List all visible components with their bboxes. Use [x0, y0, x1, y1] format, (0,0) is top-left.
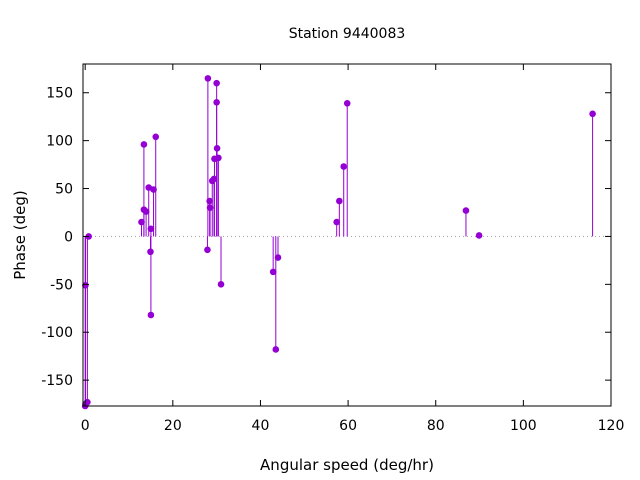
y-tick-label: 0 [64, 229, 73, 245]
data-point [206, 204, 214, 211]
y-axis-ticks: 150 100 50 0 -50 -100 -150 [41, 86, 611, 389]
data-point [213, 99, 220, 106]
data-point [269, 268, 277, 276]
x-tick-label: 100 [510, 418, 537, 434]
y-tick-label: -100 [41, 325, 73, 341]
x-tick-label: 0 [81, 418, 90, 434]
y-tick-label: -50 [50, 277, 73, 293]
y-tick-label: 50 [55, 182, 73, 198]
plot-frame [82, 63, 612, 407]
data-point [204, 246, 211, 254]
chart-title: Station 9440083 [289, 26, 406, 42]
data-point [215, 154, 222, 162]
y-tick-label: -150 [41, 373, 73, 389]
data-point [84, 398, 91, 406]
data-point [213, 145, 221, 152]
data-series [81, 75, 596, 410]
data-point [150, 186, 157, 193]
data-point [333, 218, 341, 226]
data-point [138, 218, 145, 226]
data-point [475, 232, 483, 239]
data-point [274, 254, 282, 261]
x-tick-label: 80 [427, 418, 445, 434]
x-tick-label: 20 [164, 418, 182, 434]
data-point [204, 75, 212, 82]
data-point [272, 346, 280, 353]
data-point [213, 79, 220, 87]
data-point [340, 163, 348, 170]
x-axis-label: Angular speed (deg/hr) [260, 456, 434, 474]
data-point [336, 197, 343, 205]
y-axis-label: Phase (deg) [11, 190, 29, 280]
x-tick-label: 40 [252, 418, 270, 434]
data-point [147, 225, 155, 233]
x-tick-label: 120 [598, 418, 625, 434]
data-point [206, 197, 213, 205]
y-tick-label: 150 [46, 86, 73, 102]
data-point [462, 207, 470, 214]
data-point [589, 110, 596, 118]
x-tick-label: 60 [339, 418, 357, 434]
y-tick-label: 100 [46, 134, 73, 150]
data-point [152, 133, 160, 141]
data-point [217, 281, 225, 288]
data-point [147, 311, 155, 319]
data-point [343, 99, 351, 107]
data-point [142, 208, 150, 215]
data-point [140, 141, 148, 148]
